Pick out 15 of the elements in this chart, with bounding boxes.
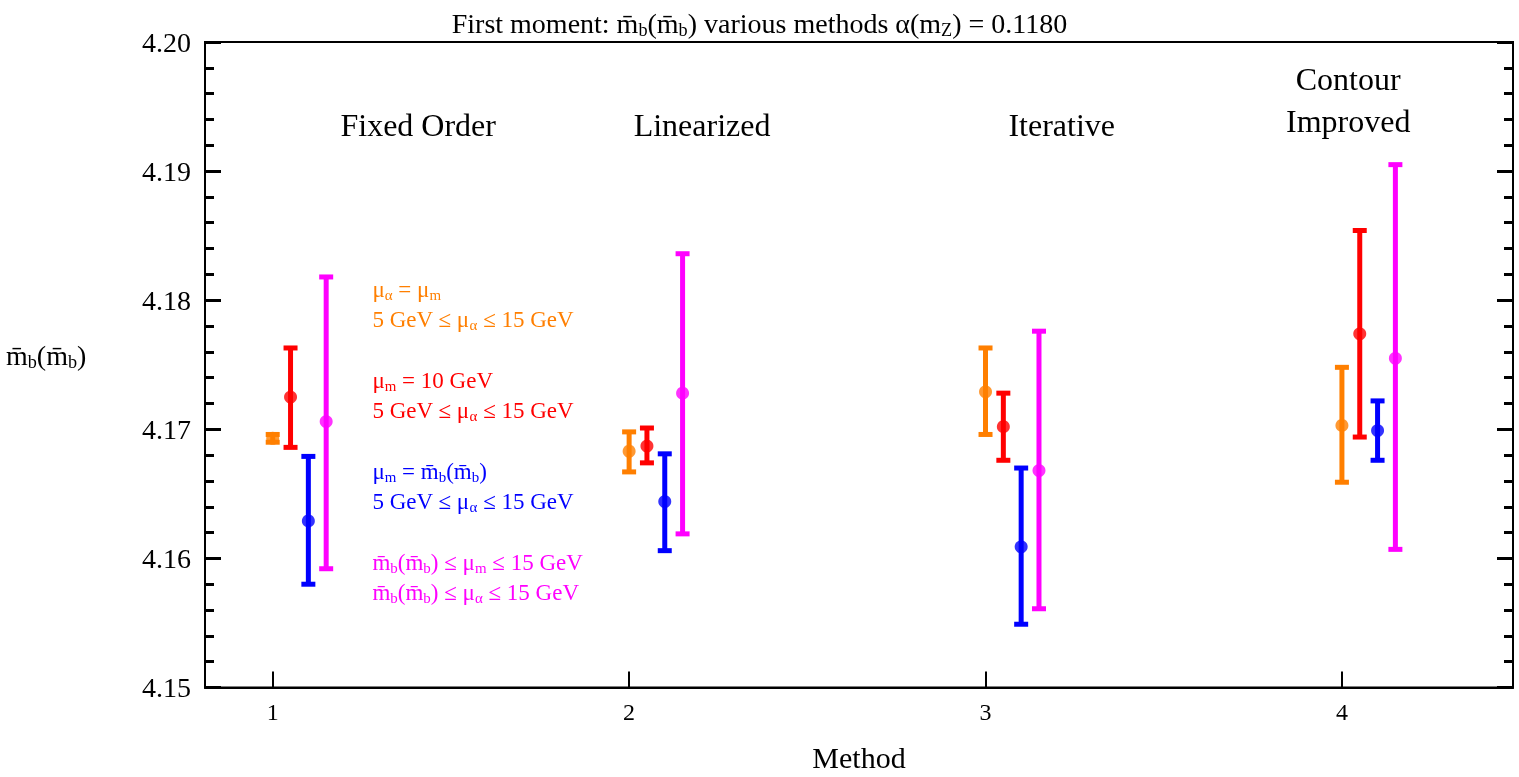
annotation: Fixed Order: [340, 106, 497, 143]
x-axis-title: Method: [812, 740, 906, 774]
annotation: Contour Improved: [1285, 61, 1411, 139]
annotation: Iterative: [1008, 106, 1116, 143]
x-tick-label: 3: [979, 698, 992, 725]
x-tick-label: 1: [266, 698, 279, 725]
annotation: Linearized: [633, 106, 771, 143]
y-tick-label: 4.16: [142, 542, 191, 574]
y-tick-label: 4.17: [142, 413, 191, 445]
x-tick-label: 2: [623, 698, 636, 725]
y-tick-label: 4.19: [142, 155, 191, 187]
y-tick-label: 4.20: [142, 26, 191, 58]
y-tick-label: 4.18: [142, 284, 191, 316]
y-tick-label: 4.15: [142, 672, 191, 703]
x-tick-label: 4: [1335, 698, 1348, 725]
